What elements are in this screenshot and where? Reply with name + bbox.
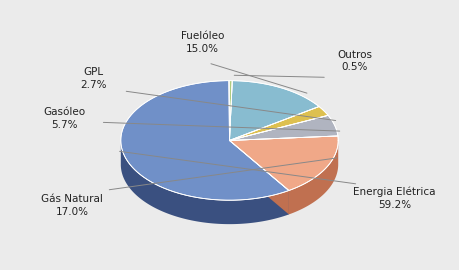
- Polygon shape: [121, 81, 289, 200]
- Text: GPL
2.7%: GPL 2.7%: [80, 67, 107, 90]
- Polygon shape: [229, 81, 232, 140]
- Polygon shape: [230, 140, 289, 214]
- Text: Gás Natural
17.0%: Gás Natural 17.0%: [41, 194, 103, 217]
- Text: Gasóleo
5.7%: Gasóleo 5.7%: [43, 107, 85, 130]
- Text: Fuelóleo
15.0%: Fuelóleo 15.0%: [181, 31, 224, 54]
- Polygon shape: [289, 141, 338, 214]
- Text: Energia Elétrica
59.2%: Energia Elétrica 59.2%: [353, 187, 436, 210]
- Polygon shape: [230, 140, 289, 214]
- Polygon shape: [230, 107, 328, 140]
- Polygon shape: [230, 81, 319, 140]
- Polygon shape: [230, 115, 338, 140]
- Polygon shape: [230, 136, 338, 191]
- Text: Outros
0.5%: Outros 0.5%: [337, 50, 372, 72]
- Polygon shape: [121, 141, 289, 224]
